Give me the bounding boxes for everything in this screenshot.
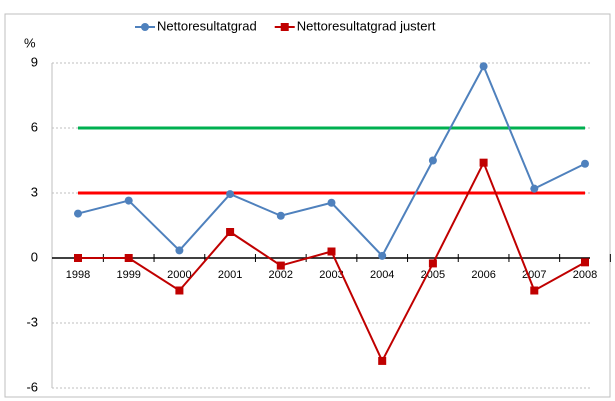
y-tick-label: -6 — [26, 379, 38, 394]
y-tick-label: 6 — [31, 119, 38, 134]
point-marker — [74, 254, 82, 262]
point-marker — [124, 196, 133, 205]
point-marker — [581, 159, 589, 168]
point-marker — [226, 228, 235, 236]
x-tick-label: 1999 — [116, 269, 140, 281]
x-tick-label: 2006 — [471, 269, 495, 281]
point-marker — [581, 258, 589, 267]
chart-frame — [4, 13, 611, 398]
y-tick-label: 9 — [31, 54, 38, 69]
point-marker — [479, 158, 488, 167]
legend-marker — [141, 23, 149, 31]
x-tick-label: 1998 — [66, 269, 90, 281]
point-marker — [276, 211, 285, 220]
point-marker — [74, 209, 82, 218]
point-marker — [327, 247, 336, 256]
point-marker — [428, 156, 437, 165]
y-axis-label: % — [24, 35, 36, 50]
legend-label: Nettoresultatgrad — [157, 18, 257, 33]
x-tick-label: 2004 — [370, 269, 394, 281]
y-tick-label: 3 — [31, 184, 38, 199]
point-marker — [530, 286, 539, 295]
point-marker — [226, 190, 235, 199]
x-tick-label: 2007 — [522, 269, 546, 281]
point-marker — [175, 246, 184, 255]
point-marker — [428, 259, 437, 268]
point-marker — [378, 356, 387, 365]
point-marker — [530, 184, 539, 193]
legend-label: Nettoresultatgrad justert — [297, 18, 436, 33]
point-marker — [327, 198, 336, 207]
x-tick-label: 2003 — [319, 269, 343, 281]
y-tick-label: 0 — [31, 249, 38, 264]
legend-marker — [280, 23, 289, 31]
x-tick-label: 2001 — [218, 269, 242, 281]
x-tick-label: 2000 — [167, 269, 191, 281]
point-marker — [124, 254, 133, 262]
x-tick-label: 2002 — [269, 269, 293, 281]
y-tick-label: -3 — [26, 314, 38, 329]
point-marker — [276, 261, 285, 270]
x-tick-label: 2008 — [573, 269, 597, 281]
point-marker — [479, 62, 488, 71]
point-marker — [378, 251, 387, 260]
x-tick-label: 2005 — [421, 269, 445, 281]
point-marker — [175, 286, 184, 295]
